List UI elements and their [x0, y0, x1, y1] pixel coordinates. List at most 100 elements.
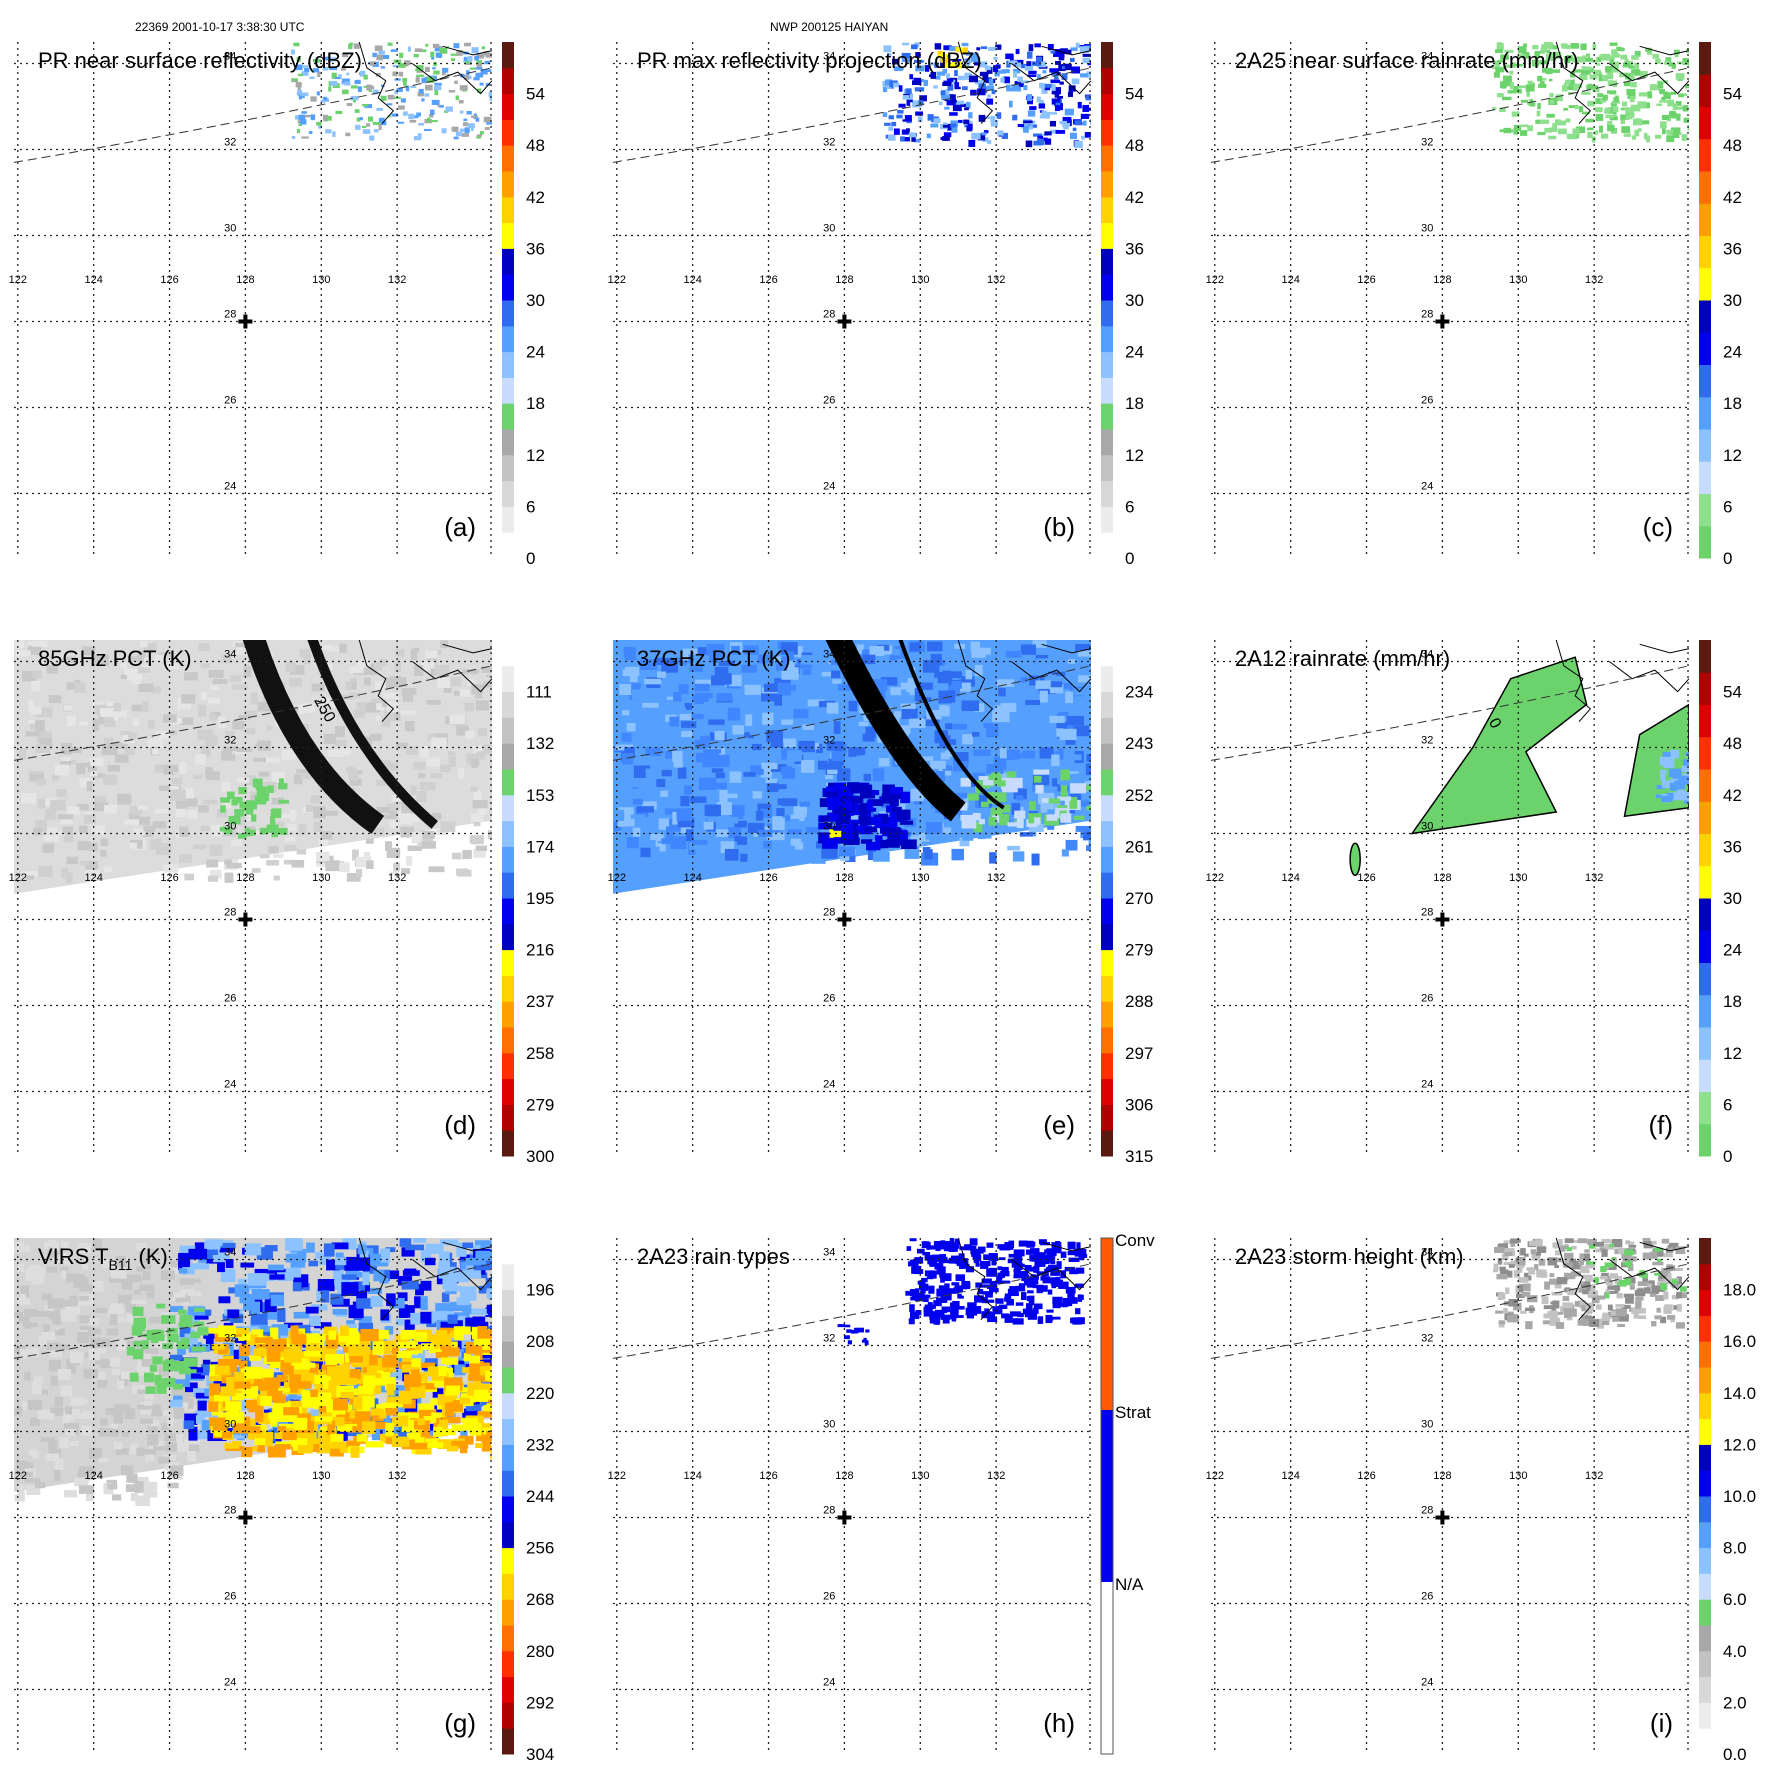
panel-letter: (e) [1043, 1110, 1075, 1140]
echo-pixel [1071, 78, 1080, 85]
tb-pixel [200, 692, 207, 701]
type-pixel [1001, 1313, 1010, 1319]
latitude-label: 26 [1421, 993, 1433, 1005]
colorbar-tick-label: 24 [1723, 941, 1742, 960]
latitude-label: 28 [1421, 309, 1433, 321]
tb-pixel [20, 1285, 30, 1298]
rain-pixel [1629, 76, 1635, 81]
echo-pixel [891, 121, 897, 127]
echo-pixel [1044, 83, 1054, 88]
colorbar-tick-label: 0 [526, 549, 535, 568]
tb-pixel [82, 646, 96, 656]
tb-pixel [152, 748, 160, 755]
echo-pixel [486, 122, 492, 125]
tb-pixel [371, 1413, 384, 1422]
tb-pixel [56, 789, 67, 798]
tb-pixel [298, 1428, 316, 1438]
colorbar-segment [1699, 1289, 1711, 1316]
tb-pixel [14, 1241, 25, 1253]
echo-pixel [484, 60, 491, 65]
latitude-label: 30 [1421, 223, 1433, 235]
type-pixel [953, 1315, 964, 1318]
tb-pixel [385, 1408, 398, 1416]
tb-pixel [45, 809, 57, 820]
tb-pixel [112, 1369, 121, 1376]
echo-pixel [990, 120, 999, 127]
height-pixel [1652, 1248, 1664, 1257]
tb-pixel [289, 678, 303, 687]
tb-pixel [481, 1440, 491, 1452]
storm-center-marker [1435, 912, 1450, 927]
tb-pixel [469, 1399, 481, 1410]
tb-pixel [177, 697, 192, 710]
tb-pixel [427, 1366, 445, 1377]
height-pixel [1601, 1321, 1608, 1325]
tb-pixel [228, 815, 241, 825]
colorbar-segment [1101, 480, 1113, 507]
tb-pixel [401, 1364, 414, 1373]
tb-pixel [1090, 821, 1091, 829]
rain-pixel [1584, 57, 1594, 62]
colorbar-tick-label: 288 [1125, 992, 1153, 1011]
echo-pixel [374, 45, 383, 51]
height-pixel [1593, 1241, 1605, 1247]
echo-pixel [325, 129, 332, 134]
echo-pixel [960, 103, 969, 107]
tb-pixel [79, 1325, 90, 1332]
height-pixel [1673, 1305, 1679, 1310]
tb-pixel [106, 701, 114, 707]
tb-pixel [60, 1270, 67, 1279]
tb-pixel [135, 1495, 150, 1506]
tb-pixel [170, 1260, 178, 1269]
height-pixel [1609, 1273, 1619, 1279]
tb-pixel [1020, 676, 1028, 683]
rain-pixel [1660, 773, 1666, 782]
tb-pixel [144, 1393, 154, 1400]
tb-pixel [413, 1238, 427, 1243]
tb-pixel [821, 848, 838, 859]
rain-pixel [1666, 129, 1674, 133]
echo-pixel [467, 55, 473, 62]
tb-pixel [376, 703, 385, 711]
echo-pixel [970, 57, 981, 63]
echo-pixel [341, 53, 349, 58]
colorbar-segment [1101, 274, 1113, 301]
type-pixel [955, 1274, 965, 1282]
latitude-label: 34 [224, 649, 236, 661]
type-pixel [1069, 1270, 1079, 1275]
tb-pixel [940, 752, 950, 760]
orbit-timestamp: 22369 2001-10-17 3:38:30 UTC [135, 20, 305, 34]
tb-pixel [796, 807, 807, 815]
latitude-label: 30 [1421, 821, 1433, 833]
echo-pixel [296, 57, 301, 62]
tb-pixel [107, 765, 120, 772]
type-pixel [977, 1246, 986, 1253]
rain-pixel [1537, 103, 1541, 110]
tb-pixel [414, 1296, 422, 1309]
tb-pixel [787, 750, 802, 762]
rain-pixel [1669, 110, 1676, 118]
tb-pixel [386, 1384, 395, 1396]
tb-pixel [31, 1275, 44, 1285]
rain-pixel [1560, 43, 1568, 47]
echo-pixel [328, 86, 332, 92]
height-pixel [1494, 1246, 1505, 1254]
tb-pixel [336, 1385, 354, 1398]
tb-pixel [142, 700, 149, 712]
echo-pixel [901, 58, 911, 63]
tb-pixel [29, 773, 44, 780]
colorbar-segment [1699, 801, 1711, 834]
rain-pixel [1496, 42, 1504, 50]
type-pixel [1067, 1291, 1075, 1300]
echo-pixel [962, 86, 968, 91]
tb-pixel [1035, 680, 1052, 689]
tb-pixel [145, 1386, 156, 1394]
type-pixel [951, 1282, 960, 1286]
colorbar-segment [1699, 1625, 1711, 1652]
latitude-label: 34 [224, 51, 236, 63]
echo-pixel [915, 52, 921, 58]
tb-pixel [20, 1471, 33, 1477]
rain-pixel [1667, 99, 1674, 107]
tb-pixel [17, 1462, 34, 1469]
